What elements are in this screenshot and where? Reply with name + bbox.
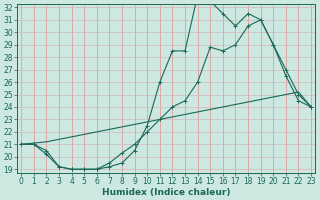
X-axis label: Humidex (Indice chaleur): Humidex (Indice chaleur): [102, 188, 230, 197]
